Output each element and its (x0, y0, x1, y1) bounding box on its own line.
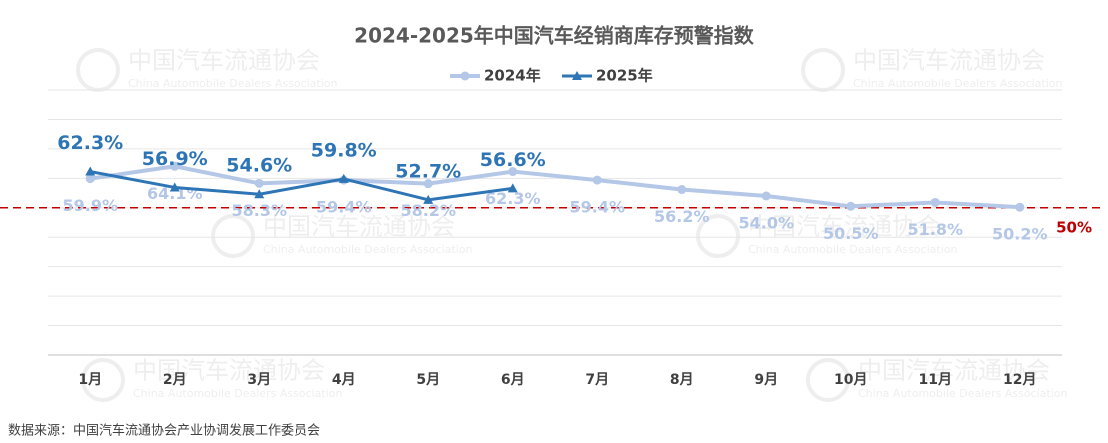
watermark-name: 中国汽车流通协会 (853, 47, 1045, 75)
x-tick-label: 7月 (585, 372, 609, 388)
x-tick-label: 5月 (416, 372, 440, 388)
watermark-name-en: China Automobile Dealers Association (133, 387, 342, 400)
point-marker (930, 197, 940, 207)
watermark-name: 中国汽车流通协会 (128, 47, 320, 75)
data-label: 59.4% (569, 198, 625, 217)
x-tick-label: 12月 (1003, 372, 1036, 388)
data-label: 51.8% (907, 220, 963, 239)
point-marker (254, 189, 265, 199)
data-label: 58.3% (231, 201, 287, 220)
legend-label: 2024年 (484, 67, 541, 85)
data-label: 54.0% (738, 214, 794, 233)
data-label: 58.2% (400, 201, 456, 220)
watermark-logo (76, 48, 120, 92)
point-marker (592, 175, 602, 185)
point-marker (423, 179, 433, 189)
point-marker (254, 178, 264, 188)
point-marker (85, 174, 95, 184)
legend-label: 2025年 (596, 67, 653, 85)
watermark: 中国汽车流通协会 China Automobile Dealers Associa… (76, 47, 337, 92)
point-marker (508, 167, 518, 177)
data-label: 50.5% (823, 224, 879, 243)
point-marker (423, 194, 434, 204)
x-tick-label: 9月 (754, 372, 778, 388)
data-label: 52.7% (395, 160, 461, 182)
watermark: 中国汽车流通协会 China Automobile Dealers Associa… (81, 357, 342, 402)
data-label: 50.2% (992, 225, 1048, 244)
watermark: 中国汽车流通协会 China Automobile Dealers Associa… (806, 357, 1067, 402)
point-marker (460, 71, 470, 81)
watermark-logo (211, 214, 255, 258)
watermark-name-en: China Automobile Dealers Association (858, 387, 1067, 400)
watermark: 中国汽车流通协会 China Automobile Dealers Associa… (801, 47, 1062, 92)
x-tick-label: 4月 (332, 372, 356, 388)
watermark-name-en: China Automobile Dealers Association (853, 77, 1062, 90)
watermark-name-en: China Automobile Dealers Association (263, 243, 472, 256)
series-line (89, 164, 1020, 210)
data-label: 56.9% (142, 148, 208, 170)
point-marker (507, 183, 518, 193)
source-note: 数据来源：中国汽车流通协会产业协调发展工作委员会 (8, 423, 320, 439)
point-marker (338, 173, 349, 183)
chart-title: 2024-2025年中国汽车经销商库存预警指数 (354, 24, 755, 48)
x-tick-label: 3月 (247, 372, 271, 388)
point-marker (170, 161, 180, 171)
watermark-name: 中国汽车流通协会 (858, 357, 1050, 385)
point-marker (677, 185, 687, 195)
watermark-logo (696, 214, 740, 258)
point-marker (169, 182, 180, 192)
data-label: 56.2% (654, 207, 710, 226)
watermark-logo (801, 48, 845, 92)
watermark-name: 中国汽车流通协会 (263, 213, 455, 241)
x-tick-label: 1月 (78, 372, 102, 388)
data-label: 54.6% (226, 155, 292, 177)
x-tick-label: 6月 (501, 372, 525, 388)
x-tick-label: 2月 (163, 372, 187, 388)
point-marker (572, 71, 582, 80)
point-marker (1015, 202, 1025, 212)
point-marker (761, 191, 771, 201)
data-label: 56.6% (480, 149, 546, 171)
data-label: 62.3% (57, 132, 123, 154)
watermark: 中国汽车流通协会 China Automobile Dealers Associa… (696, 213, 957, 258)
data-label: 62.3% (485, 189, 541, 208)
data-label: 59.9% (62, 196, 118, 215)
point-marker (846, 201, 856, 211)
point-marker (85, 166, 96, 176)
watermark: 中国汽车流通协会 China Automobile Dealers Associa… (211, 213, 472, 258)
watermark-name: 中国汽车流通协会 (748, 213, 940, 241)
watermark-name: 中国汽车流通协会 (133, 357, 325, 385)
data-label: 59.4% (316, 198, 372, 217)
x-tick-label: 8月 (670, 372, 694, 388)
series-line (89, 170, 513, 202)
watermark-name-en: China Automobile Dealers Association (128, 77, 337, 90)
watermark-logo (81, 358, 125, 402)
x-tick-label: 10月 (834, 372, 867, 388)
reference-label: 50% (1056, 218, 1092, 236)
watermark-logo (806, 358, 850, 402)
data-label: 59.8% (311, 139, 377, 161)
x-tick-label: 11月 (919, 372, 952, 388)
watermark-name-en: China Automobile Dealers Association (748, 243, 957, 256)
